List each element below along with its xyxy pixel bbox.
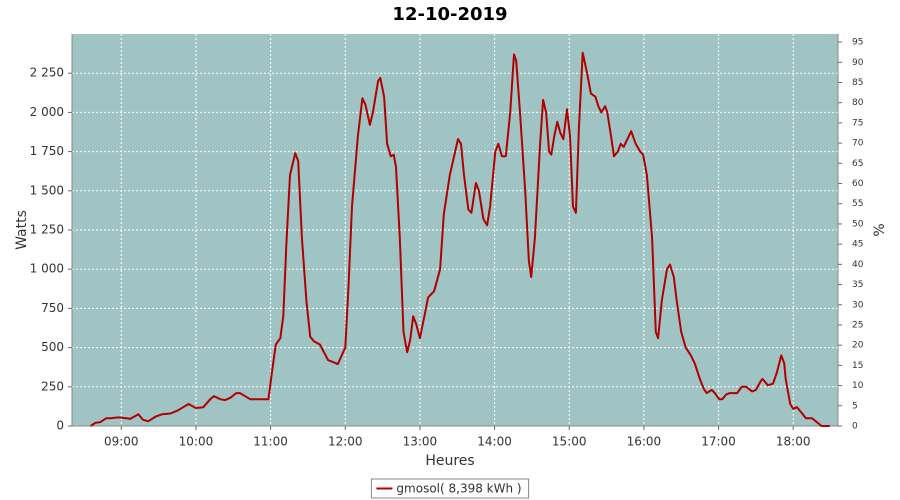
- y2-tick-label: 50: [852, 219, 864, 229]
- y2-tick-label: 90: [852, 58, 864, 68]
- y2-axis-title: %: [872, 223, 888, 236]
- y2-tick-label: 30: [852, 300, 864, 310]
- y2-tick-label: 40: [852, 260, 864, 270]
- y2-tick-label: 20: [852, 341, 864, 351]
- x-tick-label: 10:00: [179, 435, 214, 449]
- y2-tick-label: 85: [852, 78, 863, 88]
- y2-tick-label: 95: [852, 38, 863, 48]
- y2-tick-label: 65: [852, 159, 863, 169]
- x-tick-label: 12:00: [328, 435, 363, 449]
- y2-tick-label: 15: [852, 361, 863, 371]
- y-axis-title: Watts: [14, 210, 30, 250]
- y-tick-label: 2 000: [30, 105, 64, 119]
- legend: gmosol( 8,398 kWh ): [370, 478, 530, 499]
- y-tick-label: 1 750: [30, 144, 64, 158]
- x-tick-label: 09:00: [104, 435, 139, 449]
- series-line: [90, 51, 830, 427]
- y2-tick-label: 10: [852, 381, 864, 391]
- y-tick-label: 250: [41, 379, 64, 393]
- y-tick-label: 2 250: [30, 66, 64, 80]
- plot-area: [72, 34, 838, 426]
- y-tick-label: 1 250: [30, 223, 64, 237]
- y-tick-label: 1 500: [30, 183, 64, 197]
- y2-tick-label: 0: [852, 422, 858, 432]
- y-tick-label: 500: [41, 340, 64, 354]
- y2-tick-label: 70: [852, 139, 864, 149]
- y-tick-label: 750: [41, 301, 64, 315]
- y2-tick-label: 35: [852, 280, 863, 290]
- x-tick-label: 17:00: [701, 435, 736, 449]
- x-tick-label: 13:00: [403, 435, 438, 449]
- x-tick-label: 15:00: [552, 435, 587, 449]
- y2-tick-label: 5: [852, 401, 858, 411]
- legend-label: gmosol( 8,398 kWh ): [396, 482, 521, 496]
- chart-title: 12-10-2019: [392, 4, 507, 25]
- y-tick-label: 0: [56, 419, 64, 433]
- x-axis-title: Heures: [425, 453, 474, 469]
- x-tick-label: 11:00: [253, 435, 288, 449]
- y2-tick-label: 25: [852, 320, 863, 330]
- y2-tick-label: 55: [852, 199, 863, 209]
- y2-tick-label: 75: [852, 118, 863, 128]
- y2-tick-label: 45: [852, 240, 863, 250]
- legend-box: [370, 478, 530, 499]
- y2-tick-label: 80: [852, 98, 864, 108]
- x-tick-label: 18:00: [776, 435, 811, 449]
- x-tick-label: 16:00: [627, 435, 662, 449]
- x-tick-label: 14:00: [477, 435, 512, 449]
- y2-tick-label: 60: [852, 179, 864, 189]
- y-tick-label: 1 000: [30, 262, 64, 276]
